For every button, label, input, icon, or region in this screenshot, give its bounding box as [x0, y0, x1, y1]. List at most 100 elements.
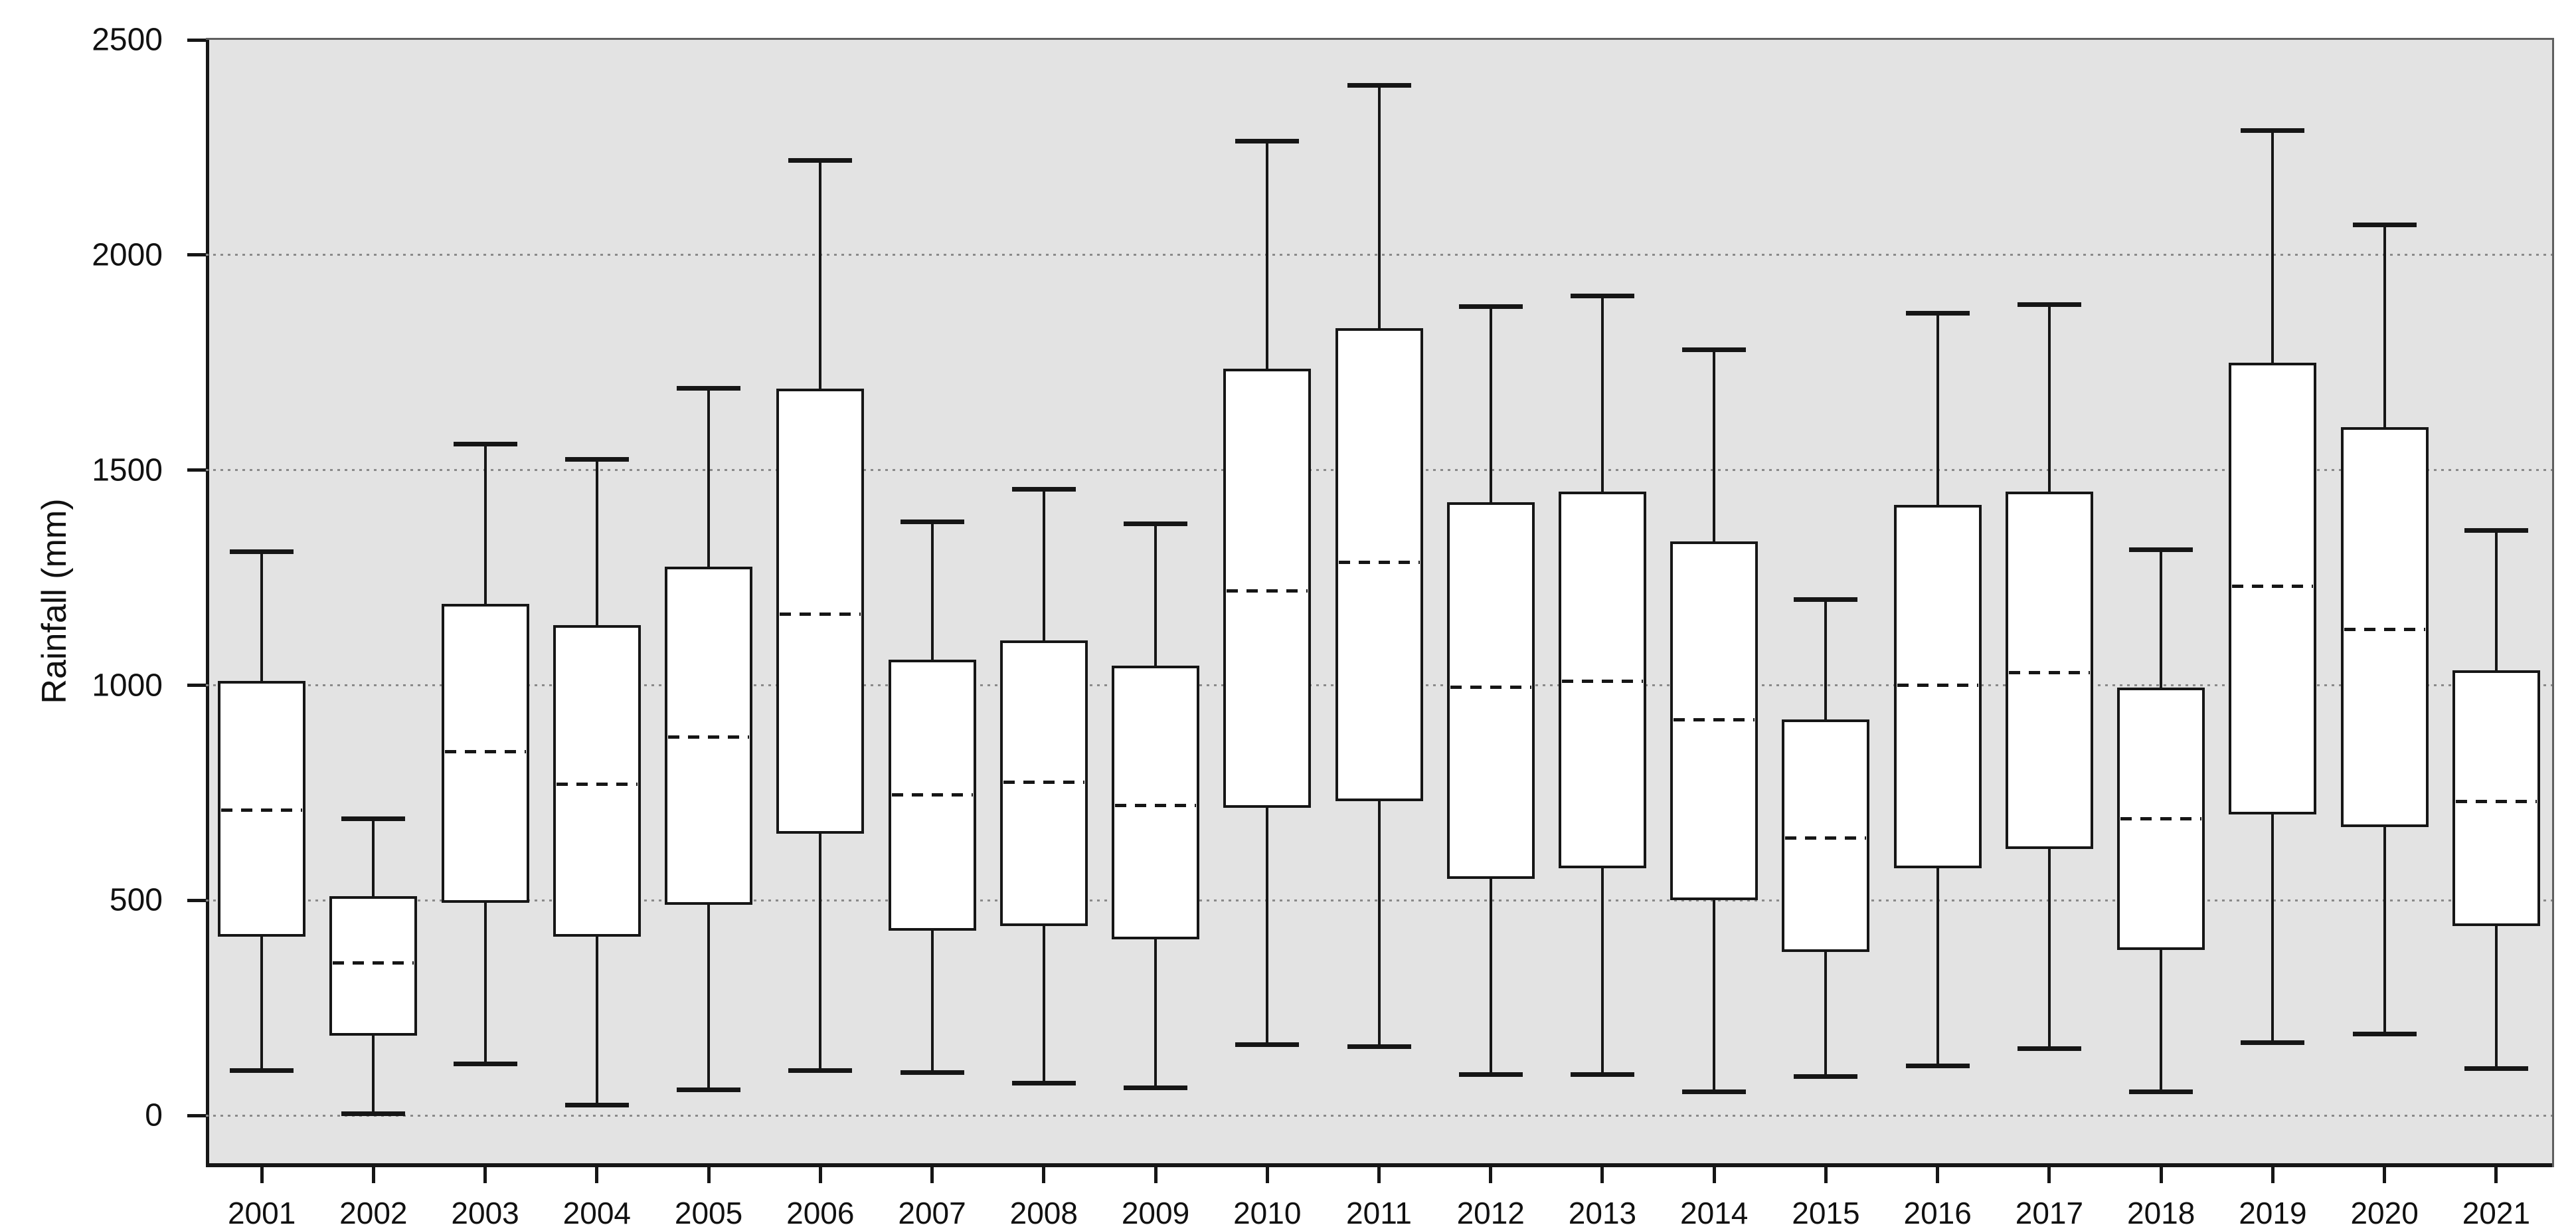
- whisker-cap-min-2015: [1794, 1074, 1858, 1080]
- whisker-cap-min-2006: [788, 1068, 853, 1073]
- whisker-cap-max-2004: [564, 457, 629, 462]
- gridline-0: [206, 1114, 2552, 1117]
- whisker-cap-max-2015: [1794, 597, 1858, 602]
- whisker-cap-max-2001: [230, 549, 294, 555]
- iqr-box-2009: [1112, 666, 1200, 939]
- median-line-2016: [1897, 684, 1978, 688]
- x-axis-tick-2004: [595, 1167, 599, 1183]
- iqr-box-2004: [553, 624, 641, 937]
- x-axis-tick-label-2019: 2019: [2239, 1196, 2307, 1225]
- iqr-box-2011: [1335, 328, 1423, 802]
- x-axis-tick-label-2007: 2007: [898, 1196, 966, 1225]
- x-axis-tick-label-2015: 2015: [1792, 1196, 1860, 1225]
- whisker-cap-max-2018: [2129, 547, 2193, 553]
- iqr-box-2010: [1223, 369, 1312, 808]
- y-axis-tick-2500: [187, 38, 206, 42]
- x-axis-tick-label-2005: 2005: [674, 1196, 743, 1225]
- y-axis-tick-label-1500: 1500: [92, 452, 163, 488]
- plot-area: 0 500 1000 1500 2000 2500 2001 2002 2003 2004 2005…: [92, 23, 2554, 1225]
- whisker-cap-max-2005: [677, 386, 741, 391]
- whisker-cap-min-2011: [1347, 1044, 1411, 1050]
- whisker-cap-min-2016: [1905, 1064, 1970, 1069]
- whisker-cap-max-2021: [2464, 527, 2528, 533]
- x-axis-tick-label-2011: 2011: [1346, 1196, 1412, 1225]
- median-line-2021: [2455, 799, 2537, 803]
- whisker-cap-min-2018: [2129, 1089, 2193, 1095]
- x-axis-tick-label-2012: 2012: [1456, 1196, 1525, 1225]
- whisker-cap-min-2021: [2464, 1066, 2528, 1071]
- x-axis-tick-2011: [1377, 1167, 1381, 1183]
- whisker-cap-max-2008: [1011, 487, 1076, 492]
- whisker-cap-max-2006: [788, 157, 853, 163]
- median-line-2018: [2120, 816, 2202, 820]
- whisker-cap-min-2002: [341, 1111, 406, 1116]
- x-axis-tick-label-2017: 2017: [2015, 1196, 2084, 1225]
- whisker-cap-min-2008: [1011, 1081, 1076, 1086]
- whisker-cap-max-2012: [1458, 304, 1523, 310]
- iqr-box-2019: [2229, 362, 2317, 814]
- whisker-cap-min-2020: [2352, 1031, 2417, 1036]
- whisker-cap-max-2019: [2241, 128, 2305, 133]
- whisker-cap-max-2011: [1347, 82, 1411, 88]
- median-line-2008: [1003, 780, 1084, 784]
- y-axis-tick-1000: [187, 684, 206, 688]
- whisker-cap-min-2019: [2241, 1040, 2305, 1045]
- x-axis-tick-label-2001: 2001: [227, 1196, 296, 1225]
- median-line-2020: [2344, 627, 2425, 631]
- whisker-cap-max-2020: [2352, 223, 2417, 227]
- whisker-cap-min-2005: [677, 1087, 741, 1092]
- x-axis-tick-label-2003: 2003: [451, 1196, 519, 1225]
- iqr-box-2015: [1782, 719, 1870, 953]
- x-axis-tick-2012: [1489, 1167, 1493, 1183]
- whisker-cap-min-2004: [564, 1102, 629, 1107]
- whisker-cap-max-2002: [341, 816, 406, 821]
- iqr-box-2017: [2005, 492, 2093, 849]
- median-line-2015: [1785, 836, 1867, 840]
- median-line-2013: [1561, 679, 1643, 683]
- whisker-cap-max-2017: [2017, 302, 2081, 307]
- whisker-cap-max-2013: [1570, 293, 1634, 298]
- x-axis-line: [206, 1163, 2552, 1167]
- whisker-cap-max-2010: [1235, 138, 1300, 143]
- median-line-2012: [1450, 686, 1531, 690]
- x-axis-tick-2001: [260, 1167, 264, 1183]
- x-axis-tick-2019: [2271, 1167, 2275, 1183]
- median-line-2003: [444, 750, 526, 754]
- x-axis-tick-label-2009: 2009: [1121, 1196, 1190, 1225]
- whisker-cap-min-2013: [1570, 1072, 1634, 1078]
- x-axis-tick-label-2014: 2014: [1680, 1196, 1749, 1225]
- x-axis-tick-2017: [2047, 1167, 2051, 1183]
- x-axis-tick-2016: [1936, 1167, 1940, 1183]
- whisker-cap-min-2001: [230, 1068, 294, 1073]
- median-line-2011: [1338, 561, 1420, 565]
- median-line-2002: [333, 961, 414, 965]
- whisker-cap-min-2012: [1458, 1072, 1523, 1078]
- median-line-2014: [1674, 717, 1755, 721]
- x-axis-tick-2010: [1265, 1167, 1269, 1183]
- iqr-box-2006: [776, 388, 865, 834]
- x-axis-tick-2008: [1042, 1167, 1046, 1183]
- x-axis-tick-2013: [1600, 1167, 1604, 1183]
- x-axis-tick-2018: [2159, 1167, 2163, 1183]
- whisker-cap-max-2016: [1905, 310, 1970, 316]
- whisker-cap-max-2009: [1124, 521, 1188, 527]
- x-axis-tick-label-2018: 2018: [2126, 1196, 2195, 1225]
- y-axis-tick-label-500: 500: [109, 882, 163, 918]
- y-axis-tick-label-2500: 2500: [92, 22, 163, 58]
- x-axis-tick-2003: [483, 1167, 487, 1183]
- whisker-cap-min-2009: [1124, 1085, 1188, 1090]
- x-axis-tick-label-2010: 2010: [1233, 1196, 1302, 1225]
- median-line-2004: [556, 783, 638, 787]
- x-axis-tick-2015: [1824, 1167, 1828, 1183]
- x-axis-tick-2009: [1154, 1167, 1158, 1183]
- x-axis-tick-2005: [707, 1167, 711, 1183]
- whisker-cap-max-2014: [1682, 347, 1747, 352]
- iqr-box-2020: [2340, 426, 2429, 828]
- median-line-2007: [891, 793, 973, 797]
- y-axis-tick-label-1000: 1000: [92, 668, 163, 704]
- whisker-cap-max-2007: [900, 519, 964, 524]
- x-axis-tick-2006: [818, 1167, 822, 1183]
- median-line-2005: [668, 735, 750, 739]
- x-axis-tick-2002: [371, 1167, 375, 1183]
